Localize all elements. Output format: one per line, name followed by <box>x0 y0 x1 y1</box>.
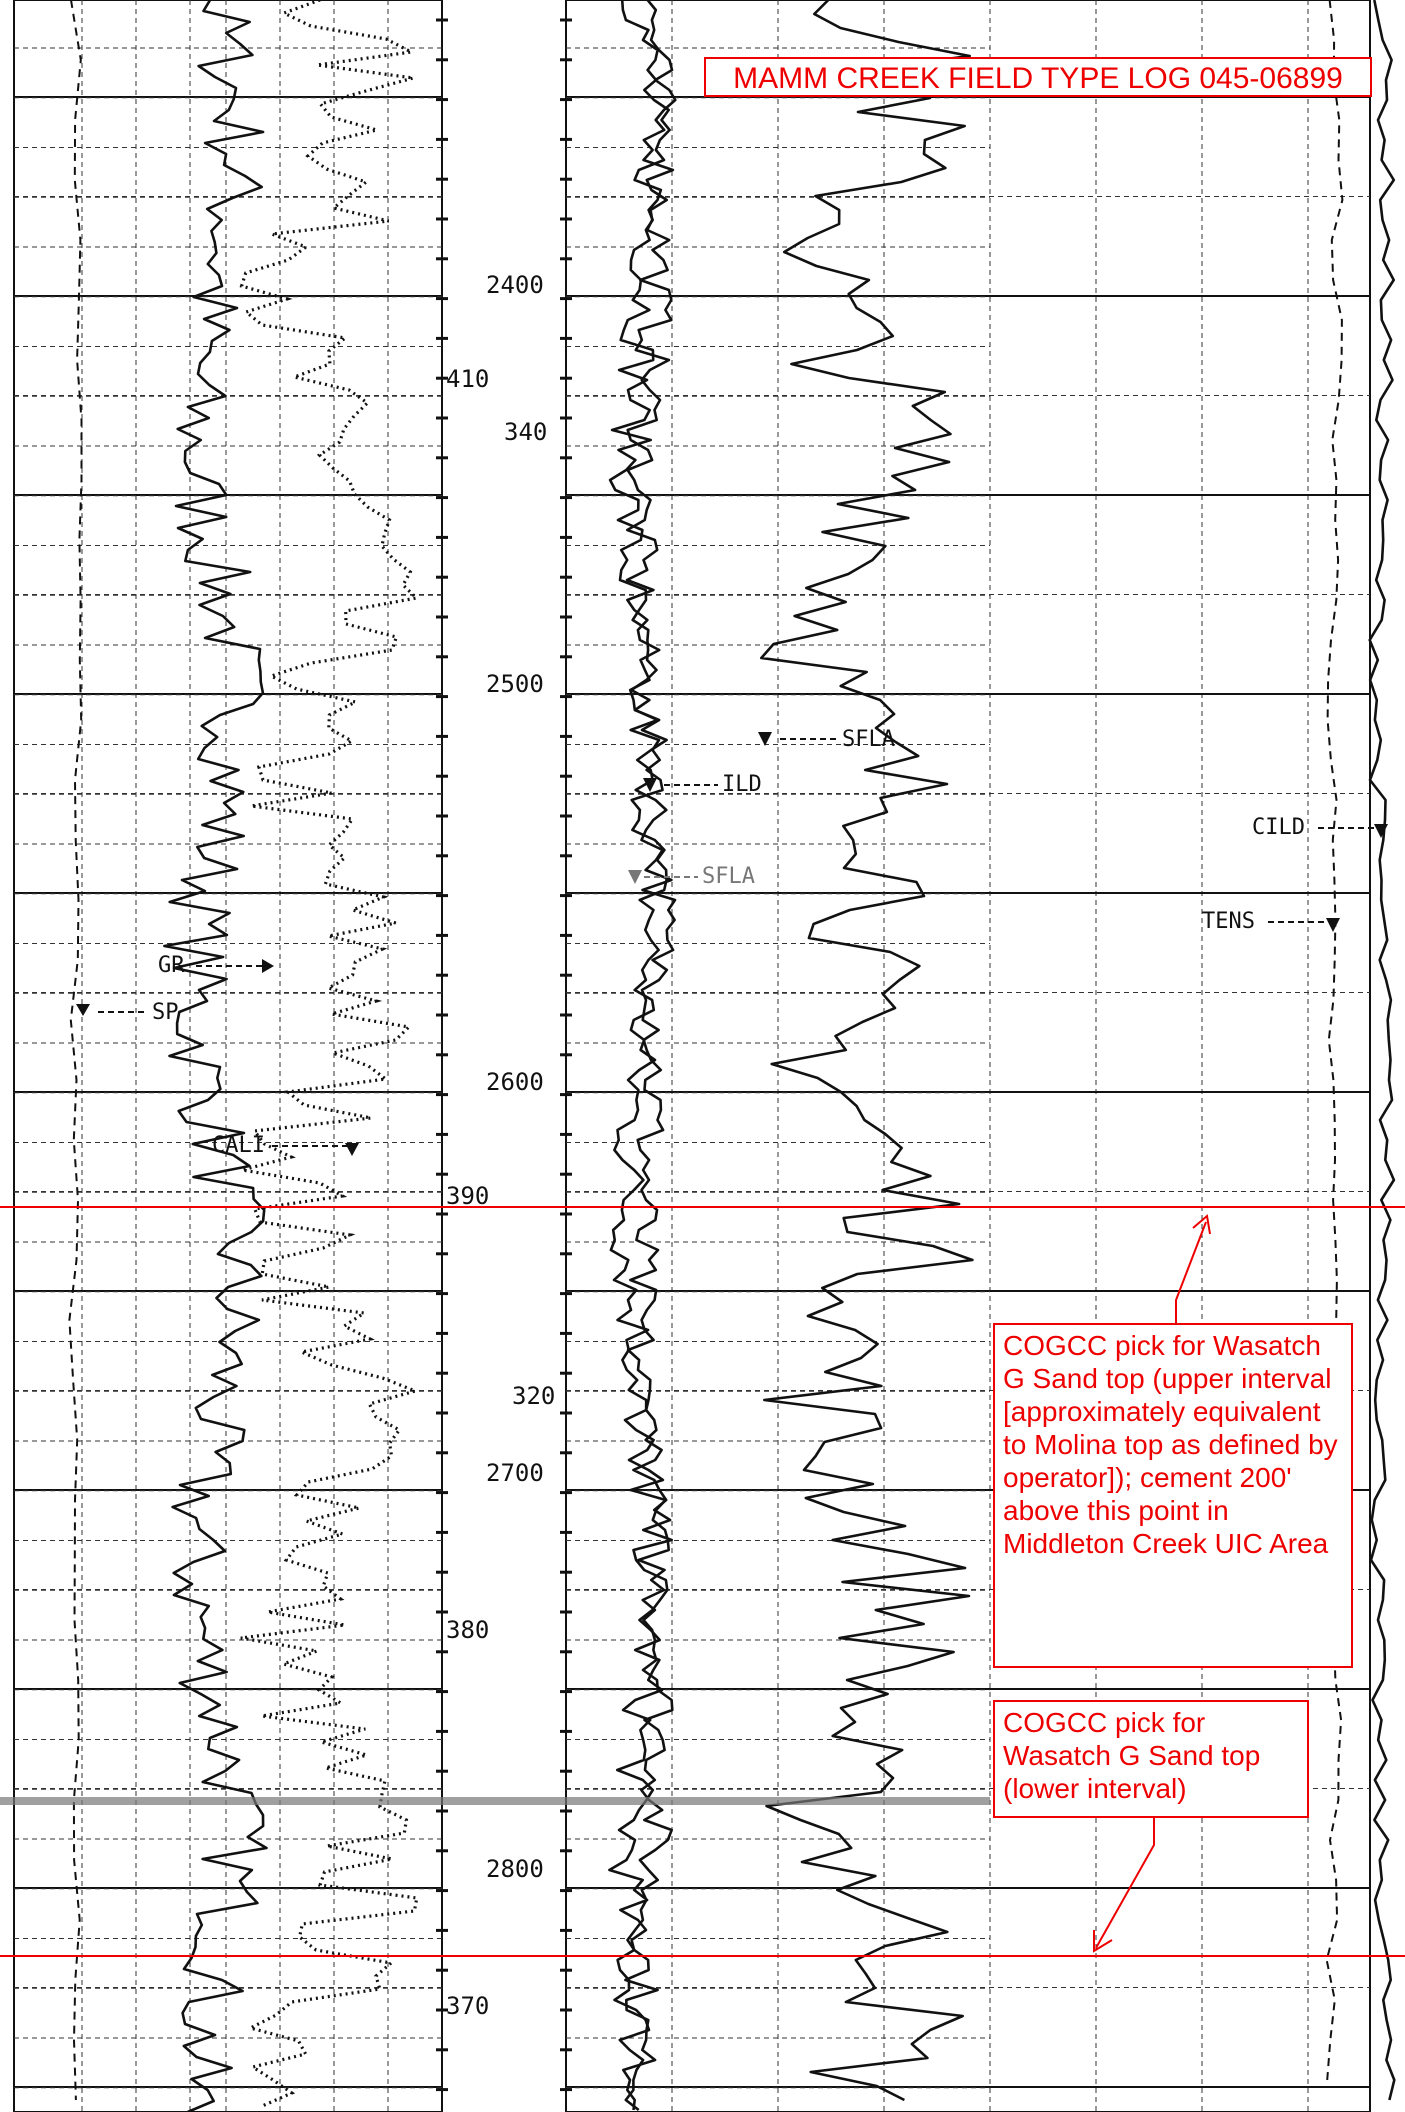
curve-label-sfla-upper: SFLA <box>842 727 895 752</box>
gr-curve <box>163 0 268 2112</box>
curve-label-tens: TENS <box>1202 909 1255 934</box>
curve-label-gr: GR <box>158 953 185 978</box>
curve-label-sp: SP <box>152 1000 179 1025</box>
track-border-0 <box>13 0 443 2112</box>
cali-arrow-icon <box>345 1143 359 1156</box>
sp-curve <box>68 0 83 2101</box>
lower-pick-arrow-icon <box>1093 1930 1113 1953</box>
sp-arrow-icon <box>76 1004 90 1016</box>
depth-label-2800: 2800 <box>486 1855 544 1883</box>
sfla-curve <box>621 0 677 2111</box>
upper-pick-arrow-icon <box>1192 1214 1211 1235</box>
lower-pick-leader <box>1095 1818 1155 1949</box>
cild-curve <box>1368 0 1396 2101</box>
depth-label-2600: 2600 <box>486 1068 544 1096</box>
gr-arrow-icon <box>262 959 274 973</box>
secondary-label-370: 370 <box>446 1992 489 2020</box>
lower-pick-note: COGCC pick for Wasatch G Sand top (lower… <box>993 1700 1309 1818</box>
upper-pick-leader <box>1175 1221 1207 1323</box>
secondary-label-390: 390 <box>446 1182 489 1210</box>
secondary-label-410: 410 <box>446 365 489 393</box>
ild-curve <box>608 0 674 2112</box>
depth-label-2500: 2500 <box>486 670 544 698</box>
sfla-lower-arrow-icon <box>628 870 642 884</box>
curve-label-sfla-lower: SFLA <box>702 864 755 889</box>
secondary-label-340: 340 <box>504 418 547 446</box>
deep-resistivity-curve <box>759 0 974 2102</box>
sfla-upper-arrow-icon <box>758 732 772 746</box>
tens-arrow-icon <box>1326 918 1340 932</box>
secondary-label-380: 380 <box>446 1616 489 1644</box>
scan-smear-band <box>0 1797 990 1805</box>
cild-arrow-icon <box>1374 824 1388 838</box>
depth-label-2700: 2700 <box>486 1459 544 1487</box>
tens-curve <box>1325 0 1344 2081</box>
secondary-label-320: 320 <box>512 1382 555 1410</box>
curve-label-cali: CALI <box>212 1133 265 1158</box>
curve-labels: GR SP CALI ILD SFLA SFLA CILD TENS <box>76 727 1388 1158</box>
curve-label-ild: ILD <box>722 772 762 797</box>
log-title: MAMM CREEK FIELD TYPE LOG 045-06899 <box>704 57 1372 97</box>
ild-arrow-icon <box>643 778 657 792</box>
upper-pick-note: COGCC pick for Wasatch G Sand top (upper… <box>993 1323 1353 1668</box>
cali-curve <box>239 0 421 2108</box>
curve-label-cild: CILD <box>1252 815 1305 840</box>
depth-label-2400: 2400 <box>486 271 544 299</box>
